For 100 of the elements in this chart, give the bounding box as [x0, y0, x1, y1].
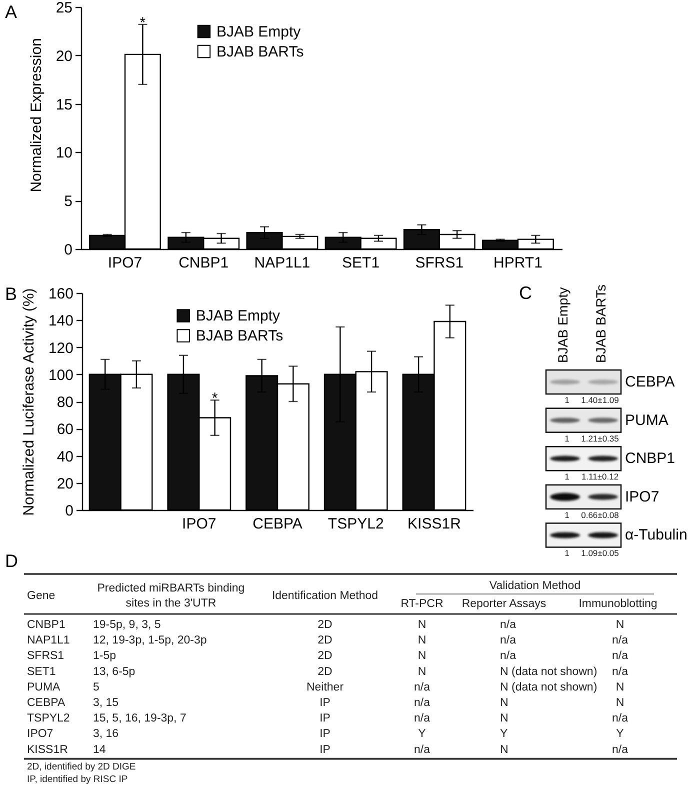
y-tick-label: 160: [48, 286, 74, 302]
text: N: [500, 712, 508, 725]
y-tick-label: 40: [56, 448, 74, 466]
y-axis-title: Normalized Luciferase Activity (%): [20, 288, 38, 516]
text: D: [5, 551, 18, 571]
category-label: Gene: [27, 590, 56, 602]
text: N: [616, 619, 624, 631]
chart-title: A: [5, 2, 18, 22]
x-tick-label: KISS1R: [408, 516, 462, 532]
text: 3, 16: [93, 728, 119, 740]
text: IP, identified by RISC IP: [27, 774, 128, 785]
text: 1.40±1.09: [581, 395, 619, 405]
y-tick-label: 20: [56, 475, 74, 492]
text: 15, 5, 16, 19-3p, 7: [93, 712, 186, 725]
text: N: [500, 697, 508, 709]
text: N: [418, 666, 426, 678]
category-label: CNBP1: [625, 450, 676, 468]
text: SET1: [27, 666, 56, 678]
category-label: BJAB BARTs: [594, 284, 608, 363]
x-tick-label: SET1: [342, 254, 380, 272]
text: IP: [320, 744, 330, 756]
y-tick-label: 120: [48, 340, 74, 357]
text: n/a: [500, 634, 516, 647]
category-label: Reporter Assays: [462, 598, 546, 610]
annotation: *: [212, 390, 218, 408]
text: 1: [564, 395, 570, 405]
x-tick-label: IPO7: [182, 516, 216, 532]
text: CNBP1: [27, 619, 66, 631]
text: N: [418, 650, 426, 662]
y-tick-label: 0: [65, 502, 74, 520]
text: SFRS1: [27, 650, 64, 662]
text: n/a: [500, 650, 516, 662]
text: IP: [320, 712, 330, 725]
category-label: Immunoblotting: [578, 598, 658, 610]
y-tick-label: 10: [56, 144, 72, 162]
text: 19-5p, 9, 3, 5: [93, 619, 161, 631]
text: 3, 15: [93, 697, 119, 709]
text: IP: [320, 697, 330, 709]
text: n/a: [500, 619, 516, 631]
text: TSPYL2: [27, 712, 70, 725]
text: N: [418, 634, 426, 647]
y-tick-label: 60: [56, 421, 74, 438]
text: C: [519, 283, 532, 303]
text: Y: [500, 728, 508, 740]
category-label: PUMA: [625, 412, 668, 429]
x-tick-label: SFRS1: [415, 254, 464, 272]
text: N (data not shown): [500, 681, 598, 694]
y-tick-label: 100: [48, 366, 74, 384]
text: n/a: [612, 712, 628, 725]
text: n/a: [414, 697, 430, 709]
text: n/a: [612, 744, 628, 756]
annotation: *: [140, 14, 146, 32]
legend-label: BJAB BARTs: [196, 328, 284, 345]
text: 2D: [318, 650, 332, 662]
text: CEBPA: [27, 697, 66, 709]
text: Validation Method: [489, 580, 581, 592]
x-tick-label: CNBP1: [178, 254, 229, 272]
y-tick-label: 80: [56, 394, 74, 411]
text: 12, 19-3p, 1-5p, 20-3p: [93, 634, 207, 647]
text: n/a: [414, 744, 430, 756]
text: 1: [564, 548, 570, 558]
category-label: BJAB Empty: [556, 286, 570, 363]
y-tick-label: 140: [48, 312, 74, 330]
text: N: [500, 744, 508, 756]
text: 1.11±0.12: [581, 472, 619, 482]
legend-label: BJAB BARTs: [216, 43, 304, 60]
text: PUMA: [27, 681, 60, 694]
text: 1: [564, 510, 570, 520]
text: N: [418, 619, 426, 631]
text: 5: [93, 681, 100, 694]
x-tick-label: TSPYL2: [328, 516, 384, 532]
text: 0.66±0.08: [581, 510, 619, 520]
text: n/a: [414, 681, 430, 694]
text: N (data not shown): [500, 666, 598, 678]
text: Y: [418, 728, 426, 740]
text: NAP1L1: [27, 634, 70, 647]
text: 2D: [318, 666, 332, 678]
text: 13, 6-5p: [93, 666, 136, 678]
text: 2D, identified by 2D DIGE: [27, 761, 136, 772]
category-label: Identification Method: [272, 590, 378, 602]
x-tick-label: NAP1L1: [254, 254, 310, 272]
category-label: IPO7: [625, 488, 660, 506]
text: KISS1R: [27, 744, 68, 756]
y-tick-label: 0: [64, 242, 72, 258]
text: 1.09±0.05: [581, 548, 619, 558]
text: 14: [93, 744, 106, 756]
text: 1: [564, 433, 570, 444]
category-label: Predicted miRBARTs binding sites in the 3'UTR: [97, 582, 245, 610]
text: 1.21±0.35: [581, 433, 619, 444]
text: 1: [564, 472, 570, 482]
text: IPO7: [27, 728, 54, 740]
text: 2D: [318, 634, 332, 647]
text: n/a: [612, 666, 628, 678]
y-axis-title: Normalized Expression: [28, 38, 45, 192]
category-label: α-Tubulin: [625, 526, 688, 544]
text: n/a: [612, 650, 628, 662]
text: IP: [320, 728, 330, 740]
text: 1-5p: [93, 650, 116, 662]
text: Y: [616, 728, 624, 740]
text: Neither: [306, 681, 344, 694]
